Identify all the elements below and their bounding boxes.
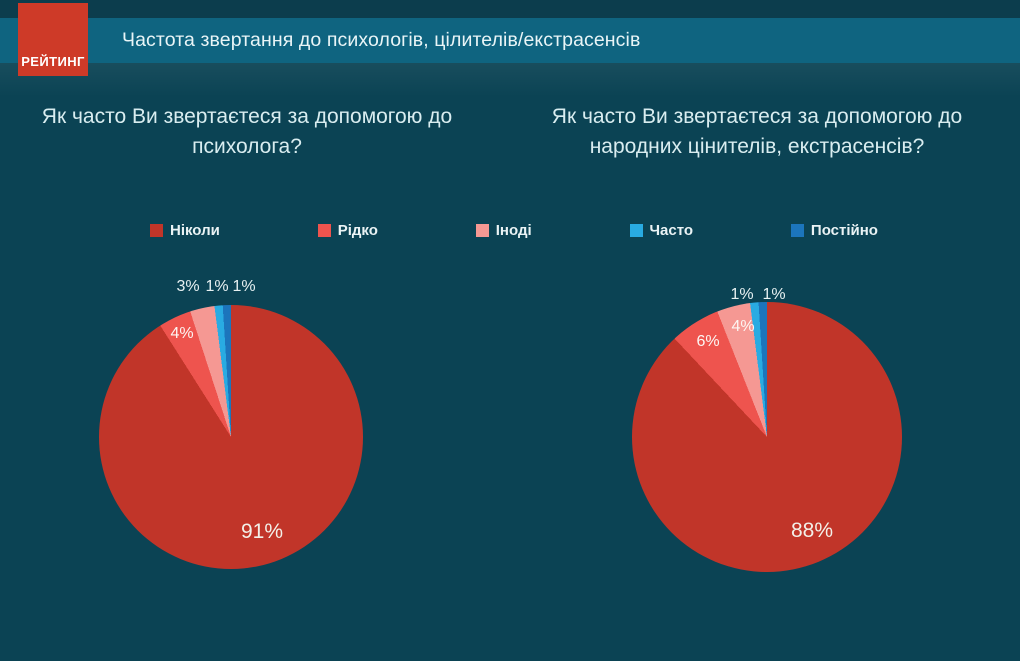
pie-value-label: 4% — [170, 325, 194, 342]
chart-title-healers: Як часто Ви звертаєтеся за допомогою до … — [551, 105, 963, 158]
legend-label-chasto: Часто — [649, 222, 694, 239]
legend-item-postiyno: Постійно — [790, 222, 878, 239]
legend-label-postiyno: Постійно — [810, 222, 878, 239]
pie-value-label: 4% — [731, 318, 755, 335]
legend-swatch-inodi — [475, 224, 489, 237]
pie-chart-healers — [632, 302, 902, 572]
legend-label-nikoly: Ніколи — [170, 222, 220, 239]
legend: Ніколи Рідко Іноді Часто Постійно — [150, 222, 878, 239]
legend-item-nikoly: Ніколи — [150, 222, 220, 239]
rating-logo-text: РЕЙТИНГ — [21, 54, 85, 69]
legend-swatch-nikoly — [150, 224, 163, 237]
pie-value-label: 1% — [232, 278, 256, 295]
rating-logo: РЕЙТИНГ — [18, 3, 88, 76]
pie-value-label: 3% — [176, 278, 200, 295]
page-title: Частота звертання до психологів, цілител… — [122, 29, 641, 51]
header-shadow — [0, 63, 1020, 97]
legend-label-inodi: Іноді — [495, 222, 532, 239]
legend-swatch-ridko — [317, 224, 331, 237]
pie-value-label: 1% — [730, 286, 754, 303]
legend-label-ridko: Рідко — [337, 222, 378, 239]
header-band: Частота звертання до психологів, цілител… — [0, 18, 1020, 63]
pie-value-label: 1% — [205, 278, 229, 295]
legend-item-ridko: Рідко — [317, 222, 378, 239]
pie-chart-psychologist — [99, 305, 363, 569]
legend-item-chasto: Часто — [629, 222, 694, 239]
chart-title-psychologist: Як часто Ви звертаєтеся за допомогою до … — [41, 105, 453, 158]
pie-value-label: 91% — [240, 520, 284, 543]
pie-value-label: 88% — [790, 519, 834, 542]
legend-swatch-chasto — [629, 224, 643, 237]
legend-swatch-postiyno — [790, 224, 804, 237]
pie-value-label: 1% — [762, 286, 786, 303]
legend-item-inodi: Іноді — [475, 222, 532, 239]
pie-value-label: 6% — [696, 333, 720, 350]
top-strip — [0, 0, 1020, 18]
